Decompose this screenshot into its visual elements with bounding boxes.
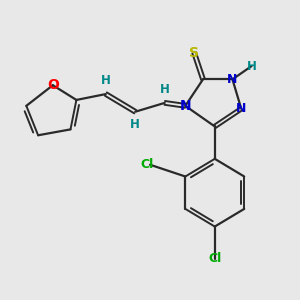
- Text: Cl: Cl: [140, 158, 154, 171]
- Text: O: O: [47, 78, 59, 92]
- Text: H: H: [160, 83, 170, 96]
- Text: Cl: Cl: [208, 252, 221, 266]
- Text: N: N: [236, 102, 247, 115]
- Text: N: N: [227, 73, 238, 86]
- Text: S: S: [189, 46, 199, 60]
- Text: N: N: [179, 99, 191, 113]
- Text: H: H: [247, 60, 256, 73]
- Text: H: H: [130, 118, 140, 131]
- Text: H: H: [101, 74, 111, 87]
